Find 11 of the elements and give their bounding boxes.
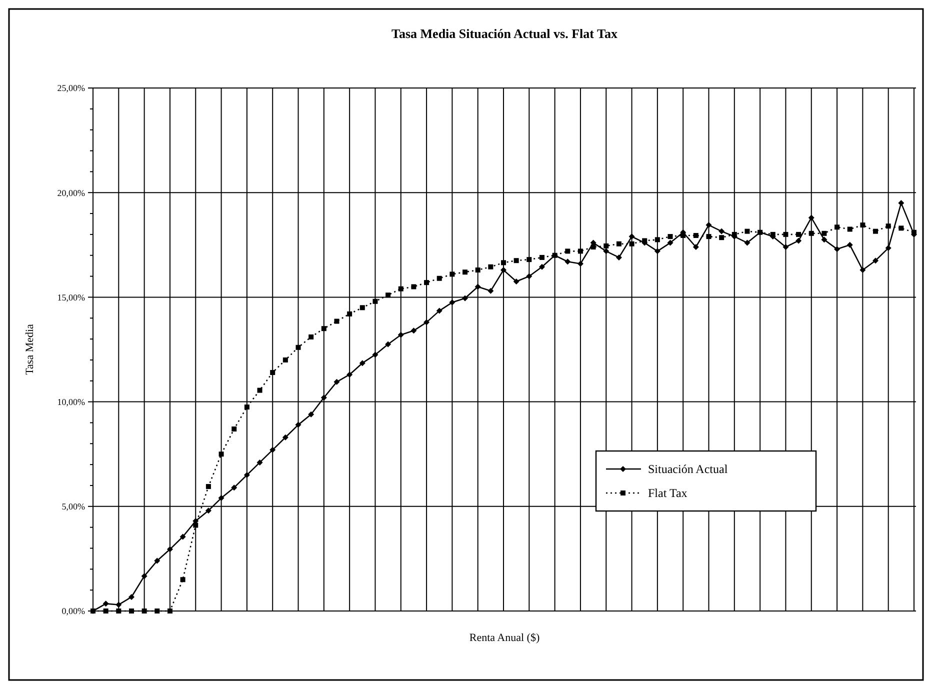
- y-tick-label: 10,00%: [57, 396, 86, 407]
- legend-label: Flat Tax: [648, 486, 688, 500]
- y-tick-label: 25,00%: [57, 83, 86, 94]
- y-tick-label: 5,00%: [62, 502, 86, 512]
- y-tick-label: 15,00%: [57, 292, 86, 302]
- legend-label: Situación Actual: [648, 462, 728, 476]
- chart-title: Tasa Media Situación Actual vs. Flat Tax: [392, 26, 618, 41]
- x-axis-title: Renta Anual ($): [469, 632, 540, 644]
- y-tick-label: 20,00%: [57, 188, 86, 198]
- y-axis-title: Tasa Media: [24, 324, 36, 375]
- y-tick-label: 0,00%: [62, 606, 86, 616]
